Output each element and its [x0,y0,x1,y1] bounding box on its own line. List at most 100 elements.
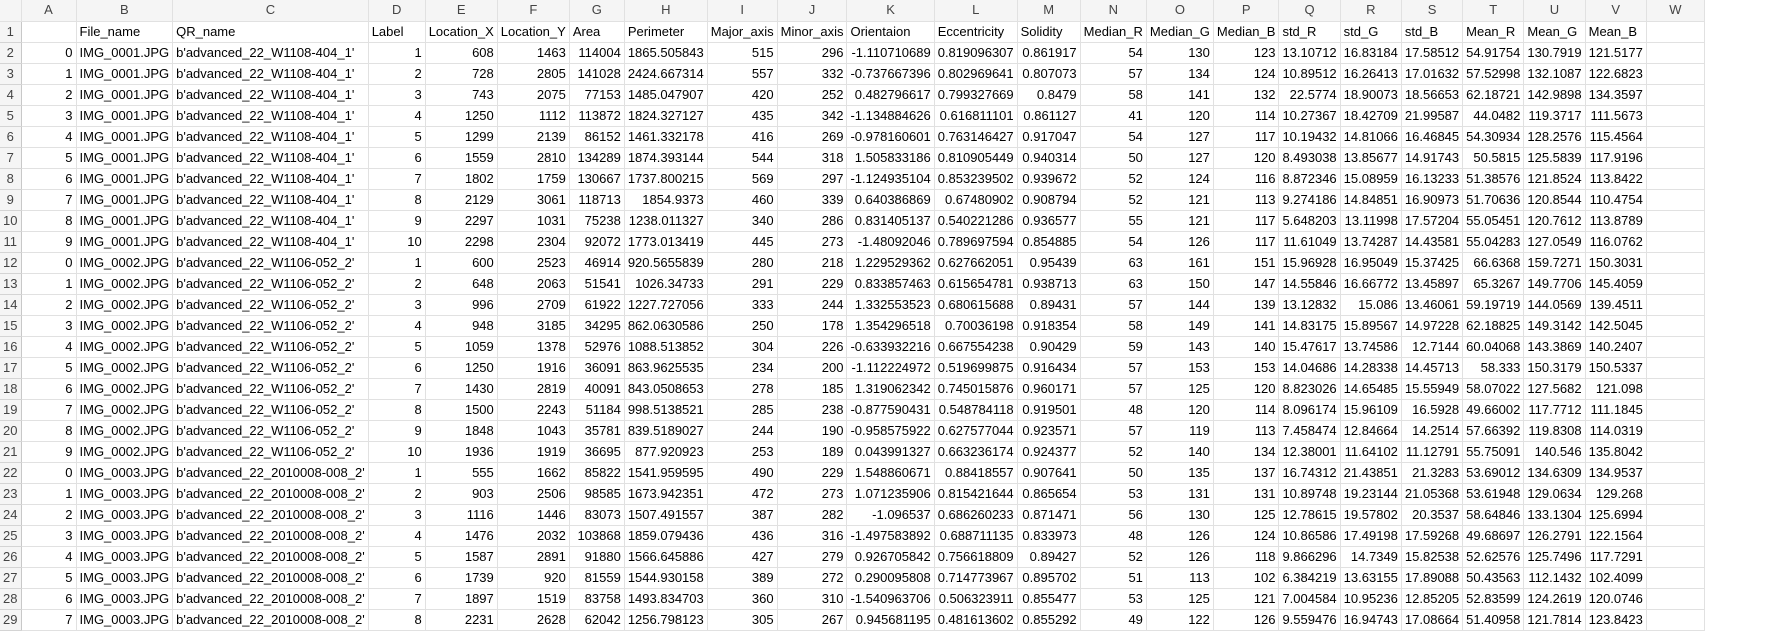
cell[interactable]: b'advanced_22_W1106-052_2' [172,336,369,358]
cell[interactable]: 0.815421644 [934,483,1018,505]
cell[interactable]: 119.3717 [1523,105,1586,127]
cell[interactable]: IMG_0001.JPG [76,147,174,169]
cell[interactable]: 18.90073 [1340,84,1402,106]
cell[interactable]: b'advanced_22_W1106-052_2' [172,294,369,316]
cell[interactable]: 6.384219 [1278,567,1341,589]
cell[interactable]: 279 [777,546,848,568]
cell[interactable]: 0.640386869 [846,189,935,211]
cell[interactable]: 1250 [425,105,498,127]
cell[interactable]: 117.9196 [1585,147,1647,169]
cell[interactable]: 139.4511 [1585,294,1647,316]
cell[interactable]: 123 [1213,42,1280,64]
cell[interactable]: 120 [1213,147,1280,169]
cell[interactable]: 0.819096307 [934,42,1018,64]
cell[interactable]: 153 [1146,357,1214,379]
cell[interactable]: 57 [1080,63,1147,85]
cell[interactable] [1646,336,1705,358]
cell[interactable]: 4 [368,525,426,547]
cell[interactable]: 14.97228 [1401,315,1464,337]
cell[interactable]: 127 [1146,126,1214,148]
column-header[interactable]: I [707,0,778,22]
cell[interactable]: 126 [1146,525,1214,547]
cell[interactable]: 0.70036198 [934,315,1018,337]
cell[interactable]: 0.907641 [1017,462,1081,484]
cell[interactable]: 13.11998 [1340,210,1402,232]
column-header[interactable]: O [1146,0,1214,22]
cell[interactable]: 55.05451 [1462,210,1525,232]
cell[interactable]: 7 [21,609,77,631]
cell[interactable]: 44.0482 [1462,105,1525,127]
cell[interactable]: 1026.34733 [624,273,708,295]
cell[interactable]: 296 [777,42,848,64]
cell[interactable]: 57.66392 [1462,420,1525,442]
row-number[interactable]: 16 [0,336,22,358]
cell[interactable] [1646,189,1705,211]
cell[interactable]: 0.519699875 [934,357,1018,379]
cell[interactable]: 50.5815 [1462,147,1525,169]
cell[interactable]: 1773.013419 [624,231,708,253]
cell[interactable]: 36695 [569,441,625,463]
column-header[interactable]: C [172,0,369,22]
cell[interactable]: 10.27367 [1278,105,1341,127]
cell[interactable]: 4 [21,546,77,568]
cell[interactable]: 112.1432 [1523,567,1586,589]
cell[interactable]: 117.7712 [1523,399,1586,421]
cell[interactable]: 2805 [497,63,570,85]
cell[interactable]: 1.229529362 [846,252,935,274]
cell[interactable]: 1430 [425,378,498,400]
cell[interactable]: 1 [368,42,426,64]
cell[interactable]: 360 [707,588,778,610]
cell[interactable]: 14.45713 [1401,357,1464,379]
cell[interactable]: 544 [707,147,778,169]
cell[interactable]: 55 [1080,210,1147,232]
cell[interactable]: 52 [1080,546,1147,568]
cell[interactable]: 9.274186 [1278,189,1341,211]
cell[interactable] [1646,441,1705,463]
cell[interactable]: b'advanced_22_2010008-008_2' [172,609,369,631]
cell[interactable] [1646,357,1705,379]
cell[interactable]: IMG_0002.JPG [76,378,174,400]
cell[interactable]: 0 [21,462,77,484]
cell[interactable]: QR_name [172,21,369,43]
cell[interactable]: 130.7919 [1523,42,1586,64]
cell[interactable]: 17.58512 [1401,42,1464,64]
cell[interactable]: 51.70636 [1462,189,1525,211]
cell[interactable]: 0.807073 [1017,63,1081,85]
cell[interactable]: 125.5839 [1523,147,1586,169]
cell[interactable]: 4 [368,315,426,337]
cell[interactable]: 147 [1213,273,1280,295]
cell[interactable]: 608 [425,42,498,64]
column-header[interactable]: L [934,0,1018,22]
cell[interactable]: 55.04283 [1462,231,1525,253]
cell[interactable]: 5 [21,147,77,169]
cell[interactable]: IMG_0003.JPG [76,546,174,568]
cell[interactable]: 58.64846 [1462,504,1525,526]
cell[interactable]: 2628 [497,609,570,631]
cell[interactable]: 920.5655839 [624,252,708,274]
cell[interactable]: 63 [1080,273,1147,295]
cell[interactable]: 1 [368,462,426,484]
cell[interactable]: 117 [1213,210,1280,232]
cell[interactable]: 142.9898 [1523,84,1586,106]
cell[interactable]: 75238 [569,210,625,232]
cell[interactable]: 0.895702 [1017,567,1081,589]
cell[interactable]: 123.8423 [1585,609,1647,631]
cell[interactable]: 0.861127 [1017,105,1081,127]
cell[interactable]: 126 [1146,546,1214,568]
cell[interactable]: b'advanced_22_2010008-008_2' [172,462,369,484]
cell[interactable]: 416 [707,126,778,148]
cell[interactable]: 16.46845 [1401,126,1464,148]
row-number[interactable]: 6 [0,126,22,148]
cell[interactable]: 130 [1146,504,1214,526]
cell[interactable]: Median_B [1213,21,1280,43]
cell[interactable] [1646,609,1705,631]
cell[interactable]: IMG_0003.JPG [76,567,174,589]
cell[interactable]: 0.67480902 [934,189,1018,211]
cell[interactable]: 2 [21,504,77,526]
cell[interactable]: 342 [777,105,848,127]
cell[interactable]: 149.7706 [1523,273,1586,295]
cell[interactable]: 10.89512 [1278,63,1341,85]
cell[interactable]: 117 [1213,231,1280,253]
cell[interactable]: Minor_axis [777,21,848,43]
cell[interactable]: -1.48092046 [846,231,935,253]
